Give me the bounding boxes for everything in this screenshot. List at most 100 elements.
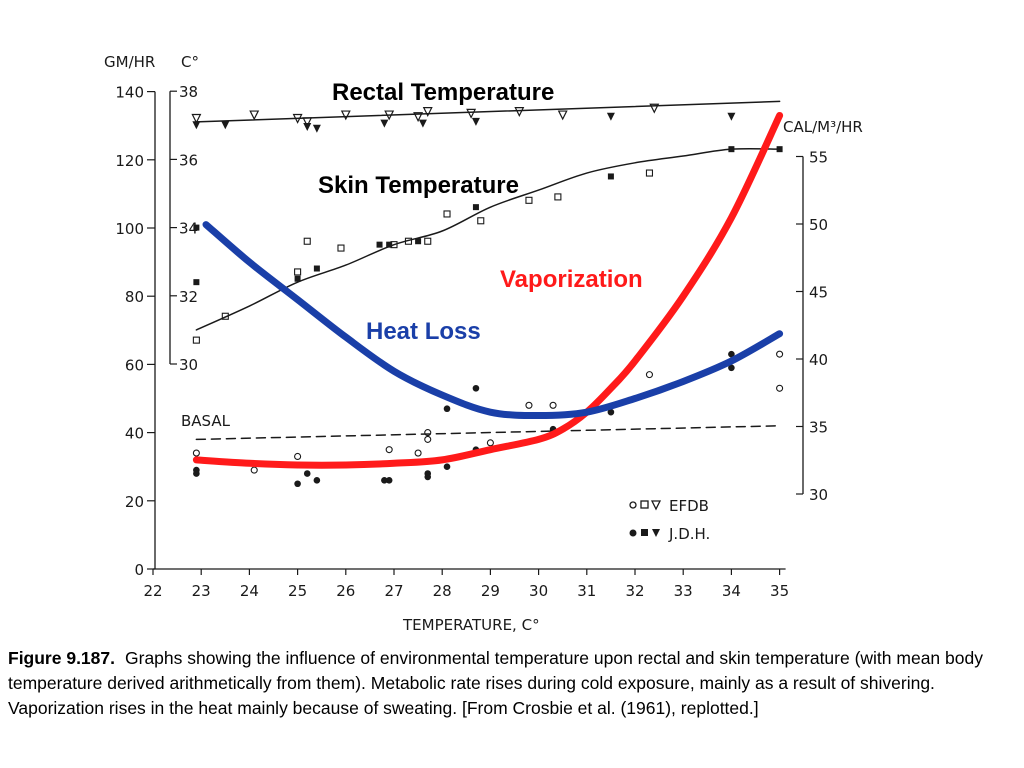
gm-open-circle-point	[486, 439, 494, 447]
rectal-open-triangle-point	[466, 108, 477, 119]
rectal-filled-triangle-point	[221, 121, 230, 130]
heat-loss-line	[202, 221, 784, 420]
gm-open-circle-point	[294, 452, 302, 461]
rectal-temperature-line	[195, 100, 781, 123]
skin-filled-square-point	[376, 241, 383, 248]
cal-tick-label: 35	[809, 419, 828, 437]
c-tick-label: 30	[179, 356, 198, 374]
thermoregulation-chart: 22 23 24 25 26 27 28 29 30 31 32 33 34 35 0 20 40 60 80 100…	[104, 53, 863, 634]
cal-tick-label: 45	[809, 284, 828, 302]
gm-filled-circle-point	[303, 470, 311, 477]
skin-filled-square-point	[193, 224, 200, 231]
gm-open-circle-point	[424, 435, 432, 443]
cal-tick-label: 50	[809, 216, 828, 234]
gm-filled-circle-point	[313, 477, 321, 484]
rectal-filled-triangle-point	[727, 112, 736, 121]
skin-open-square-point	[221, 312, 229, 320]
vaporization-label: Vaporization	[500, 266, 643, 293]
x-tick-label: 31	[577, 582, 596, 600]
skin-open-square-point	[477, 217, 485, 225]
x-tick-label: 29	[481, 582, 500, 600]
skin-filled-square-point	[193, 279, 200, 286]
skin-filled-square-point	[294, 275, 301, 282]
rectal-open-triangle-point	[384, 110, 395, 121]
basal-line	[195, 425, 781, 441]
skin-open-square-point	[404, 237, 413, 245]
rectal-open-triangle-point	[557, 110, 568, 121]
x-tick-label: 25	[288, 582, 307, 600]
x-tick-label: 27	[384, 582, 403, 600]
gm-open-circle-point	[776, 350, 784, 358]
x-tick-label: 22	[143, 582, 162, 600]
legend-efdb-label: EFDB	[669, 497, 709, 515]
gm-filled-circle-point	[443, 463, 451, 471]
gm-filled-circle-point	[728, 364, 735, 372]
skin-filled-square-point	[776, 146, 783, 153]
rectal-filled-triangle-point	[606, 112, 615, 121]
c-tick-label: 36	[179, 151, 198, 169]
c-tick-label: 34	[179, 220, 198, 238]
skin-open-square-point	[424, 237, 432, 245]
skin-filled-square-point	[728, 146, 735, 153]
c-tick-label: 32	[179, 288, 198, 306]
heat-loss-label: Heat Loss	[366, 318, 481, 345]
gm-filled-circle-point	[424, 473, 432, 481]
basal-label: BASAL	[181, 412, 231, 430]
gm-tick-label: 40	[125, 425, 144, 443]
skin-open-square-point	[443, 210, 451, 218]
x-axis-label: TEMPERATURE, C°	[402, 616, 540, 634]
legend-open-circle-marker	[629, 501, 637, 509]
skin-open-square-point	[525, 196, 533, 204]
rectal-open-triangle-point	[422, 107, 433, 118]
legend-open-triangle-marker	[650, 500, 662, 511]
figure-caption-text: Graphs showing the influence of environm…	[8, 648, 983, 718]
gm-filled-circle-point	[385, 477, 393, 484]
rectal-open-triangle-point	[413, 112, 424, 123]
gm-open-circle-point	[250, 466, 258, 474]
x-tick-label: 28	[433, 582, 452, 600]
x-tick-label: 24	[240, 582, 259, 600]
cal-tick-label: 55	[809, 149, 828, 167]
gm-tick-label: 140	[115, 84, 144, 102]
legend-jdh-label: J.D.H.	[668, 525, 710, 543]
skin-temperature-line	[195, 147, 781, 331]
x-tick-label: 26	[336, 582, 355, 600]
rectal-open-triangle-point	[302, 117, 313, 128]
gm-tick-label: 120	[115, 152, 144, 170]
gm-open-circle-point	[385, 446, 393, 454]
c-axis-unit-label: C°	[181, 53, 199, 71]
rectal-open-triangle-point	[249, 110, 260, 121]
skin-open-square-point	[554, 193, 562, 201]
rectal-open-triangle-point	[649, 103, 660, 114]
gm-tick-label: 100	[115, 220, 144, 238]
skin-open-square-point	[192, 336, 200, 344]
gm-filled-circle-point	[728, 350, 735, 358]
rectal-filled-triangle-point	[192, 121, 201, 130]
gm-tick-label: 0	[134, 561, 144, 579]
skin-open-square-point	[337, 244, 345, 252]
legend-filled-triangle-marker	[652, 529, 660, 537]
gm-open-circle-point	[414, 449, 422, 457]
legend-open-square-marker	[640, 500, 649, 509]
gm-open-circle-point	[645, 371, 654, 379]
x-tick-label: 35	[770, 582, 789, 600]
gm-open-circle-point	[549, 401, 557, 409]
gm-open-circle-point	[192, 449, 200, 457]
points-layer	[191, 103, 784, 488]
gm-axis-unit-label: GM/HR	[104, 53, 155, 71]
gm-filled-circle-point	[607, 408, 615, 416]
rectal-filled-triangle-point	[471, 117, 480, 126]
legend-filled-square-marker	[641, 529, 648, 536]
gm-tick-label: 20	[125, 493, 144, 511]
skin-filled-square-point	[415, 238, 422, 245]
rectal-filled-triangle-point	[380, 119, 389, 128]
rectal-filled-triangle-point	[303, 123, 312, 132]
rectal-open-triangle-point	[292, 113, 303, 124]
x-tick-label: 32	[625, 582, 644, 600]
c-tick-label: 38	[179, 83, 198, 101]
gm-tick-label: 60	[125, 356, 144, 374]
rectal-open-triangle-point	[514, 107, 525, 118]
cal-axis-unit-label: CAL/M³/HR	[783, 118, 863, 136]
legend-filled-circle-marker	[629, 529, 637, 537]
skin-open-square-point	[303, 237, 311, 245]
